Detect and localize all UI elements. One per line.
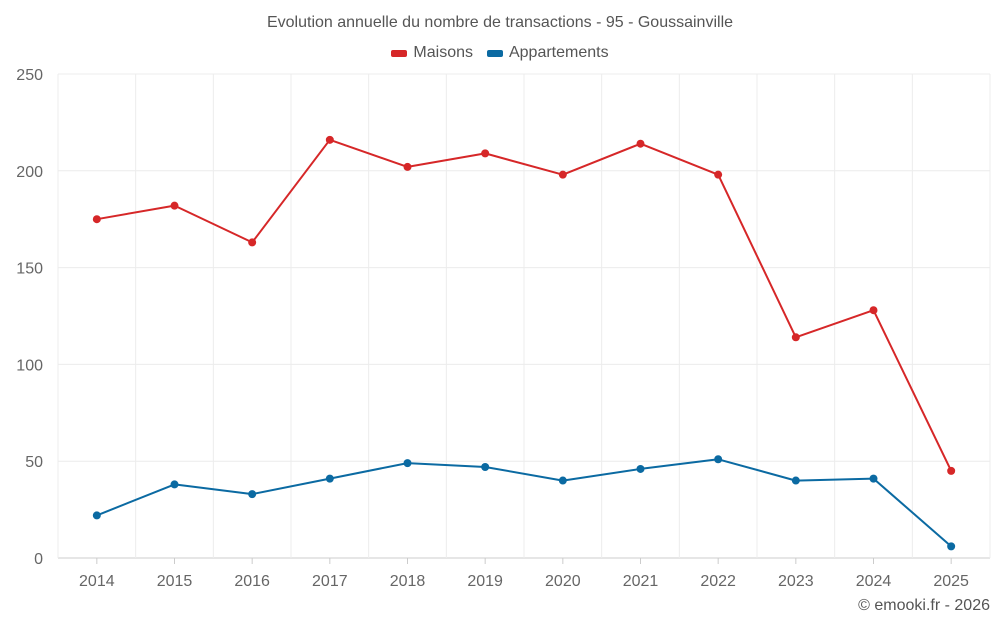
data-point-appartements xyxy=(403,459,412,468)
x-tick-label: 2023 xyxy=(778,573,814,590)
x-tick-label: 2020 xyxy=(545,573,581,590)
data-point-appartements xyxy=(558,476,567,485)
x-tick-label: 2025 xyxy=(933,573,969,590)
x-tick-label: 2021 xyxy=(623,573,659,590)
y-tick-label: 200 xyxy=(16,164,43,181)
x-tick-label: 2017 xyxy=(312,573,348,590)
series-line-maisons xyxy=(96,138,953,472)
data-point-appartements xyxy=(481,463,490,472)
series-line-appartements xyxy=(96,458,952,548)
legend-label-maisons: Maisons xyxy=(413,44,473,61)
legend-swatch-maisons xyxy=(391,49,408,57)
y-tick-label: 250 xyxy=(16,67,43,84)
data-point-maisons xyxy=(248,238,257,247)
data-point-maisons xyxy=(947,466,956,475)
x-tick-label: 2022 xyxy=(700,573,736,590)
data-point-maisons xyxy=(791,333,800,342)
data-point-appartements xyxy=(170,480,179,489)
data-point-maisons xyxy=(325,135,334,144)
data-point-appartements xyxy=(791,476,800,485)
data-point-maisons xyxy=(403,162,412,171)
chart-title: Evolution annuelle du nombre de transact… xyxy=(266,14,734,31)
x-tick-label: 2024 xyxy=(856,573,892,590)
data-point-appartements xyxy=(869,474,878,483)
legend-item-maisons[interactable]: Maisons xyxy=(391,44,473,62)
data-point-maisons xyxy=(170,201,179,210)
y-tick-label: 150 xyxy=(16,261,43,278)
legend-swatch-appartements xyxy=(486,49,503,57)
data-point-maisons xyxy=(869,306,878,315)
x-tick-label: 2016 xyxy=(234,573,270,590)
data-point-appartements xyxy=(714,455,723,464)
data-point-maisons xyxy=(481,149,490,158)
data-point-maisons xyxy=(558,170,567,179)
x-tick-label: 2019 xyxy=(467,573,503,590)
data-point-appartements xyxy=(248,490,257,499)
data-point-appartements xyxy=(325,474,334,483)
data-point-maisons xyxy=(714,170,723,179)
x-tick-label: 2014 xyxy=(79,573,115,590)
data-point-appartements xyxy=(92,511,101,520)
data-point-maisons xyxy=(92,215,101,224)
legend: Maisons Appartements xyxy=(0,44,1000,62)
x-tick-label: 2018 xyxy=(390,573,426,590)
y-tick-label: 50 xyxy=(25,454,43,471)
data-point-appartements xyxy=(636,464,645,473)
x-tick-label: 2015 xyxy=(157,573,193,590)
y-tick-label: 0 xyxy=(34,551,43,568)
y-tick-label: 100 xyxy=(16,357,43,374)
credit-text: © emooki.fr - 2026 xyxy=(858,597,990,614)
data-point-appartements xyxy=(947,542,956,551)
legend-item-appartements[interactable]: Appartements xyxy=(486,44,609,62)
data-point-maisons xyxy=(636,139,645,148)
legend-label-appartements: Appartements xyxy=(508,44,609,61)
